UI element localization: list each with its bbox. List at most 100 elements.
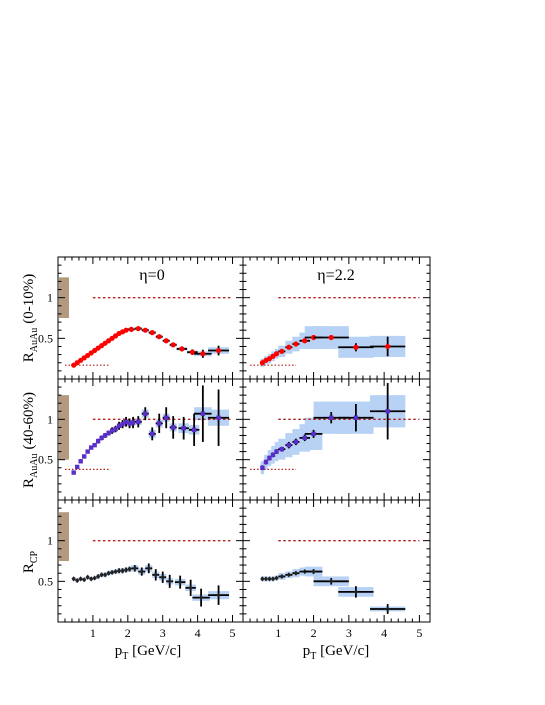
data-point <box>71 470 76 475</box>
data-point <box>92 442 97 448</box>
data-point <box>81 577 87 583</box>
data-point <box>170 425 176 430</box>
ylabel-row2-main: R <box>21 478 37 488</box>
data-point <box>78 576 83 582</box>
data-point <box>270 576 276 582</box>
panel-2-2 <box>242 378 431 501</box>
data-point <box>95 573 101 580</box>
data-point <box>78 459 83 464</box>
data-point <box>302 338 308 344</box>
data-point <box>286 344 292 350</box>
data-point <box>293 341 299 347</box>
data-point <box>270 452 276 458</box>
data-point <box>153 572 158 578</box>
y-tick-label: 1 <box>47 291 53 305</box>
data-point <box>260 465 265 470</box>
data-point <box>123 567 129 573</box>
panel-title-eta22: η=2.2 <box>317 267 354 284</box>
data-point <box>170 342 176 348</box>
data-point <box>311 568 316 575</box>
y-tick-label: 0.5 <box>38 331 53 345</box>
data-point <box>274 575 279 581</box>
panel-1-2 <box>242 256 431 380</box>
data-point <box>85 574 90 580</box>
data-point <box>286 442 292 448</box>
scale-uncertainty-box <box>59 512 69 561</box>
ylabel-row2: RAuAu (40-60%) <box>21 392 40 488</box>
data-point <box>293 570 299 576</box>
x-tick-label: 2 <box>311 626 317 640</box>
data-point <box>143 411 148 416</box>
data-point <box>128 326 134 332</box>
data-point <box>109 428 115 433</box>
xlabel-right-suffix: [GeV/c] <box>316 643 369 659</box>
ylabel-row3-sub: CP <box>29 550 40 563</box>
data-point <box>139 568 144 575</box>
data-point <box>102 572 108 578</box>
xlabel-right: pT [GeV/c] <box>303 643 370 662</box>
data-point <box>188 585 193 591</box>
data-point <box>136 419 141 424</box>
data-point <box>216 592 221 598</box>
x-tick-label: 4 <box>195 626 201 640</box>
data-point <box>329 415 334 420</box>
data-point <box>164 415 169 420</box>
data-point <box>286 572 292 578</box>
data-point <box>215 347 222 354</box>
x-tick-label: 3 <box>160 626 166 640</box>
data-point <box>150 431 155 437</box>
ylabel-row1: RAuAu (0-10%) <box>21 274 40 362</box>
data-point <box>302 435 307 441</box>
ylabel-row3: RCP <box>21 550 40 573</box>
data-point <box>106 570 111 576</box>
data-point <box>116 568 122 574</box>
ylabel-row1-main: R <box>21 352 37 362</box>
data-point <box>279 446 285 452</box>
data-point <box>385 343 391 350</box>
panel-3-2: 1 2 3 4 5 <box>242 499 431 640</box>
data-point <box>200 351 206 357</box>
y-tick-label: 1 <box>47 412 53 426</box>
data-point <box>99 435 104 441</box>
data-point <box>135 325 141 332</box>
data-point <box>191 427 197 433</box>
data-point <box>130 420 136 425</box>
data-point <box>353 415 359 420</box>
ylabel-row3-main: R <box>21 563 37 573</box>
data-point <box>132 565 137 571</box>
data-point <box>177 579 183 585</box>
panel-2-1: 0.51 <box>38 378 244 501</box>
data-point <box>200 411 206 416</box>
ylabel-row2-suffix: (40-60%) <box>21 392 37 449</box>
data-point <box>120 568 125 574</box>
panel-title-eta0: η=0 <box>139 267 164 284</box>
ylabel-row2-sub: AuAu <box>29 454 40 478</box>
data-point <box>163 338 169 344</box>
data-point <box>328 334 334 341</box>
data-point <box>293 439 299 445</box>
panel-frame <box>57 499 244 623</box>
data-point <box>146 565 151 571</box>
x-tick-label: 5 <box>230 626 236 640</box>
data-point <box>95 438 101 444</box>
data-point <box>99 572 104 578</box>
y-tick-label: 0.5 <box>38 453 53 467</box>
xlabel-left-sub: T <box>122 651 128 662</box>
data-point <box>267 455 272 461</box>
data-point <box>279 348 285 354</box>
data-point <box>198 595 204 601</box>
xlabel-left-suffix: [GeV/c] <box>128 643 181 659</box>
data-point <box>263 459 269 465</box>
data-point <box>116 423 122 428</box>
panel-grid: 0.510.510.511 2 3 4 5 1 2 3 4 5 <box>38 256 431 640</box>
data-point <box>167 578 172 584</box>
data-point <box>113 568 118 575</box>
x-tick-label: 1 <box>275 626 281 640</box>
y-tick-label: 0.5 <box>38 574 53 588</box>
data-point <box>85 449 90 454</box>
data-point <box>74 577 80 584</box>
data-point <box>353 344 359 350</box>
data-point <box>127 421 132 426</box>
scale-uncertainty-box <box>59 395 69 460</box>
data-point <box>109 569 115 575</box>
